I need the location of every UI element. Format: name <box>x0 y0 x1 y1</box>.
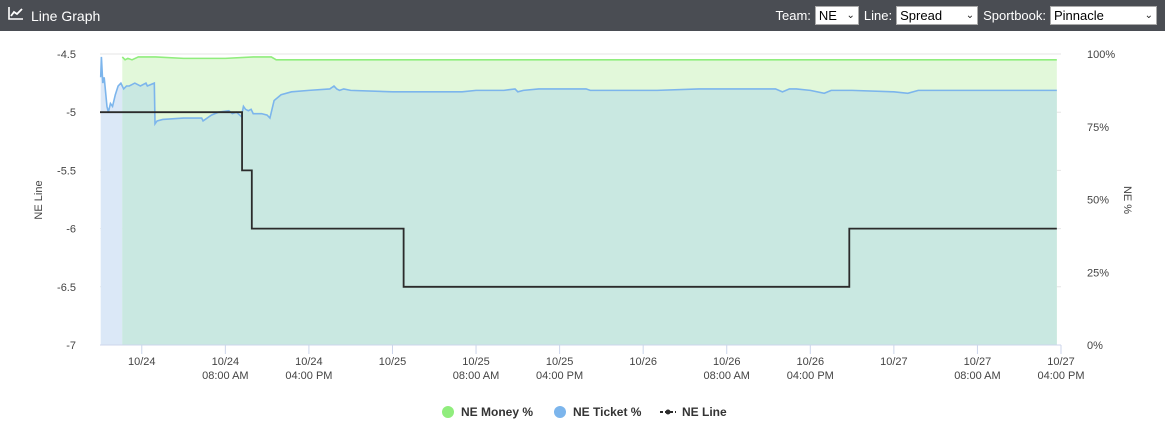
y2-tick-label: 0% <box>1087 340 1103 352</box>
y-tick-label: -5 <box>66 107 76 119</box>
sportbook-label: Sportbook: <box>983 8 1046 23</box>
legend-marker <box>554 406 566 418</box>
chevron-down-icon: ⌄ <box>846 10 855 21</box>
y-tick-label: -6.5 <box>57 282 76 294</box>
x-tick-label: 10/26 <box>629 356 657 368</box>
y-axis-title: NE Line <box>33 180 45 219</box>
x-tick-label: 10/24 <box>212 356 240 368</box>
y-tick-label: -4.5 <box>57 49 76 61</box>
team-select[interactable]: NE ⌄ <box>814 6 859 25</box>
y-tick-label: -5.5 <box>57 165 76 177</box>
legend-label: NE Line <box>682 405 727 419</box>
ticket-area-early <box>100 56 123 345</box>
x-tick-label: 04:00 PM <box>787 370 834 382</box>
legend-label: NE Money % <box>461 405 533 419</box>
legend-label: NE Ticket % <box>573 405 642 419</box>
legend-item-line[interactable]: NE Line <box>660 405 727 419</box>
x-tick-label: 04:00 PM <box>536 370 583 382</box>
x-tick-label: 04:00 PM <box>1037 370 1084 382</box>
chevron-down-icon: ⌄ <box>1144 10 1153 21</box>
x-tick-label: 08:00 AM <box>202 370 248 382</box>
line-select[interactable]: Spread ⌄ <box>896 6 979 25</box>
page-title: Line Graph <box>31 7 101 24</box>
x-tick-label: 08:00 AM <box>954 370 1000 382</box>
y-tick-label: -6 <box>66 224 76 236</box>
line-chart-icon <box>8 6 24 25</box>
x-tick-label: 10/27 <box>1047 356 1075 368</box>
header-title-group: Line Graph <box>8 6 100 25</box>
line-series-line <box>100 111 1057 288</box>
team-select-value: NE <box>818 8 837 23</box>
y2-tick-label: 75% <box>1087 122 1109 134</box>
sportbook-select[interactable]: Pinnacle ⌄ <box>1050 6 1157 25</box>
ticket-area <box>122 83 1057 345</box>
x-tick-label: 10/25 <box>379 356 407 368</box>
chevron-down-icon: ⌄ <box>965 10 975 21</box>
y2-tick-label: 50% <box>1087 195 1109 207</box>
x-tick-label: 08:00 AM <box>703 370 749 382</box>
legend-marker <box>442 406 454 418</box>
x-tick-label: 10/27 <box>880 356 908 368</box>
y2-tick-label: 100% <box>1087 49 1115 61</box>
money-series-line <box>121 56 1057 61</box>
chart-controls: Team: NE ⌄ Line: Spread ⌄ Sportbook: Pin… <box>776 6 1157 25</box>
y2-axis-title: NE % <box>1121 186 1133 214</box>
y2-tick-label: 25% <box>1087 267 1109 279</box>
x-tick-label: 04:00 PM <box>285 370 332 382</box>
legend-marker-dot <box>665 409 671 415</box>
line-graph-chart: NE Line NE % -4.5 -5 -5.5 -6 -6.5 -7 100% 75% 50… <box>33 49 1133 419</box>
chart-header: Line Graph Team: NE ⌄ Line: Spread ⌄ Spo… <box>0 0 1165 31</box>
y-tick-label: -7 <box>66 340 76 352</box>
legend-item-money[interactable]: NE Money % <box>442 405 533 419</box>
x-tick-label: 10/25 <box>546 356 574 368</box>
line-select-value: Spread <box>900 8 943 23</box>
team-label: Team: <box>775 8 811 23</box>
x-tick-label: 10/26 <box>713 356 741 368</box>
x-tick-label: 10/24 <box>128 356 156 368</box>
ticket-series-line <box>99 56 1057 127</box>
x-tick-label: 10/27 <box>964 356 992 368</box>
x-tick-label: 08:00 AM <box>453 370 499 382</box>
x-tick-label: 10/24 <box>295 356 323 368</box>
x-tick-label: 10/26 <box>797 356 825 368</box>
sportbook-select-value: Pinnacle <box>1054 8 1104 23</box>
line-label: Line: <box>863 8 893 23</box>
legend-item-ticket[interactable]: NE Ticket % <box>554 405 642 419</box>
x-tick-label: 10/25 <box>462 356 490 368</box>
